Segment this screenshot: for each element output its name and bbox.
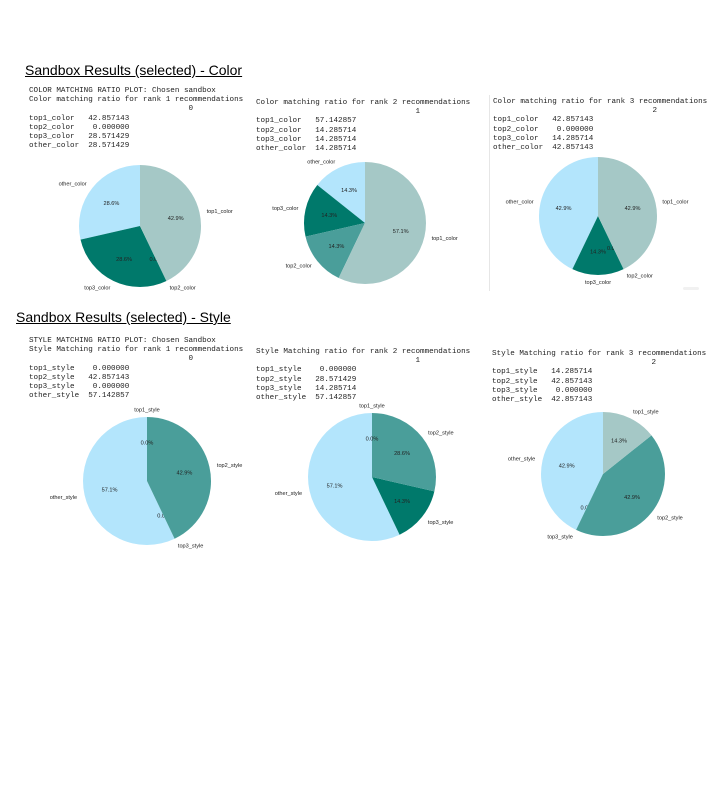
style-rank3-pct-top2_style: 42.9% (624, 495, 640, 501)
style-rank1-pct-top2_style: 42.9% (176, 471, 192, 477)
color-rank1-label-top1_color: top1_color (207, 209, 233, 215)
color-rank2-label-top3_color: top3_color (272, 206, 298, 212)
color-rank2-wedge-top2_color (305, 223, 365, 279)
style-rank1-label-top3_style: top3_style (178, 544, 204, 550)
color-rank3-pct-top2_color: 0.0% (607, 246, 620, 252)
style-rank2-pie: 57.1% other_style 14.3% top3_style 28.6% top2… (275, 403, 454, 542)
style-rank2-wedge-top2_style (372, 413, 436, 492)
color-rank3-text: Color matching ratio for rank 3 recommen… (493, 98, 708, 153)
color-rank1-pct-top3_color: 28.6% (116, 257, 132, 263)
color-rank1-label-top3_color: top3_color (84, 286, 110, 292)
style-rank1-wedge-other_style (83, 417, 175, 545)
style-rank3-pct-other_style: 42.9% (559, 464, 575, 470)
style-rank2-wedge-top3_style (372, 477, 435, 535)
color-rank3-wedge-top1_color (598, 157, 658, 270)
style-rank1-pct-top3_style: 0.0% (157, 514, 170, 520)
style-rank2-pct-top1_style: 0.0% (366, 437, 379, 443)
color-rank1-wedge-other_color (79, 165, 140, 240)
color-rank2-pct-top3_color: 14.3% (321, 213, 337, 219)
color-rank1-label-other_color: other_color (59, 181, 87, 187)
color-rank2-pct-top2_color: 14.3% (328, 244, 344, 250)
style-rank2-pct-top2_style: 28.6% (394, 451, 410, 457)
style-rank2-label-top3_style: top3_style (428, 520, 454, 526)
color-rank2-wedge-top3_color (303, 185, 365, 237)
style-rank3-wedge-other_style (541, 412, 603, 530)
style-rank3-wedge-top2_style (576, 435, 665, 536)
color-rank3-wedge-top3_color (572, 216, 624, 276)
style-rank3-pie: 42.9%other_style0.0%top3_style42.9%top2_… (508, 409, 683, 540)
style-rank3-text: Style Matching ratio for rank 3 recommen… (492, 350, 707, 405)
section-heading-color: Sandbox Results (selected) - Color (25, 62, 243, 78)
color-rank1-pct-other_color: 28.6% (103, 201, 119, 207)
style-rank2-pct-other_style: 57.1% (327, 484, 343, 490)
style-rank2-label-top2_style: top2_style (428, 430, 454, 436)
color-rank3-label-top2_color: top2_color (627, 274, 653, 280)
style-rank3-label-top1_style: top1_style (633, 409, 659, 415)
style-rank3-label-other_style: other_style (508, 457, 535, 463)
color-rank2-text: Color matching ratio for rank 2 recommen… (256, 99, 471, 154)
style-rank1-pie: 57.1% other_style 0.0% top3_style 42.9% top2_… (50, 407, 243, 549)
color-rank2-pct-other_color: 14.3% (341, 188, 357, 194)
color-rank2-pie: 14.3% other_color 14.3% top3_color 14.3% top2… (272, 160, 458, 284)
color-rank1-pie: 28.6% other_color 28.6% top3_color 0.0% top2_… (59, 165, 233, 292)
scroll-handle (683, 287, 699, 290)
color-rank2-label-top2_color: top2_color (286, 264, 312, 270)
color-rank1-pct-top1_color: 42.9% (168, 216, 184, 222)
color-rank1-wedge-top1_color (140, 165, 202, 281)
style-rank2-label-other_style: other_style (275, 491, 302, 497)
style-rank1-wedge-top2_style (147, 417, 212, 539)
style-rank3-wedge-top1_style (603, 412, 652, 474)
style-rank1-text: STYLE MATCHING RATIO PLOT: Chosen Sandbo… (29, 337, 244, 401)
color-rank2-label-other_color: other_color (307, 160, 335, 166)
color-rank1-text: COLOR MATCHING RATIO PLOT: Chosen sandbo… (29, 87, 244, 151)
color-rank3-pct-top3_color: 14.3% (590, 249, 606, 255)
color-rank3-label-other_color: other_color (506, 199, 534, 205)
style-rank2-text: Style Matching ratio for rank 2 recommen… (256, 348, 471, 403)
color-rank3-wedge-other_color (538, 157, 598, 270)
style-rank1-label-other_style: other_style (50, 495, 77, 501)
color-rank1-wedge-top3_color (80, 226, 167, 288)
color-rank3-label-top3_color: top3_color (585, 280, 611, 286)
color-rank1-label-top2_color: top2_color (170, 286, 196, 292)
color-rank3-pie: 42.9% other_color 14.3% top3_color 0.0% top2_… (506, 157, 689, 286)
color-rank3-label-top1_color: top1_color (662, 199, 688, 205)
style-rank2-pct-top3_style: 14.3% (394, 499, 410, 505)
section-heading-style: Sandbox Results (selected) - Style (16, 309, 231, 325)
color-rank2-label-top1_color: top1_color (432, 236, 458, 242)
color-rank1-pct-top2_color: 0.0% (150, 257, 163, 263)
color-rank3-pct-top1_color: 42.9% (625, 206, 641, 212)
style-rank1-pct-other_style: 57.1% (102, 488, 118, 494)
style-rank2-label-top1_style: top1_style (359, 403, 385, 409)
style-rank1-pct-top1_style: 0.0% (141, 441, 154, 447)
color-rank2-wedge-other_color (317, 162, 365, 223)
color-rank2-wedge-top1_color (338, 162, 426, 284)
color-rank2-pct-top1_color: 57.1% (393, 229, 409, 235)
style-rank1-label-top1_style: top1_style (134, 407, 160, 413)
style-rank3-label-top2_style: top2_style (657, 515, 683, 521)
style-rank3-label-top3_style: top3_style (547, 535, 573, 541)
color-rank3-pct-other_color: 42.9% (556, 206, 572, 212)
style-rank1-label-top2_style: top2_style (217, 463, 243, 469)
style-rank2-wedge-other_style (308, 413, 400, 542)
panel-divider (489, 95, 490, 291)
style-rank3-pct-top1_style: 14.3% (611, 439, 627, 445)
